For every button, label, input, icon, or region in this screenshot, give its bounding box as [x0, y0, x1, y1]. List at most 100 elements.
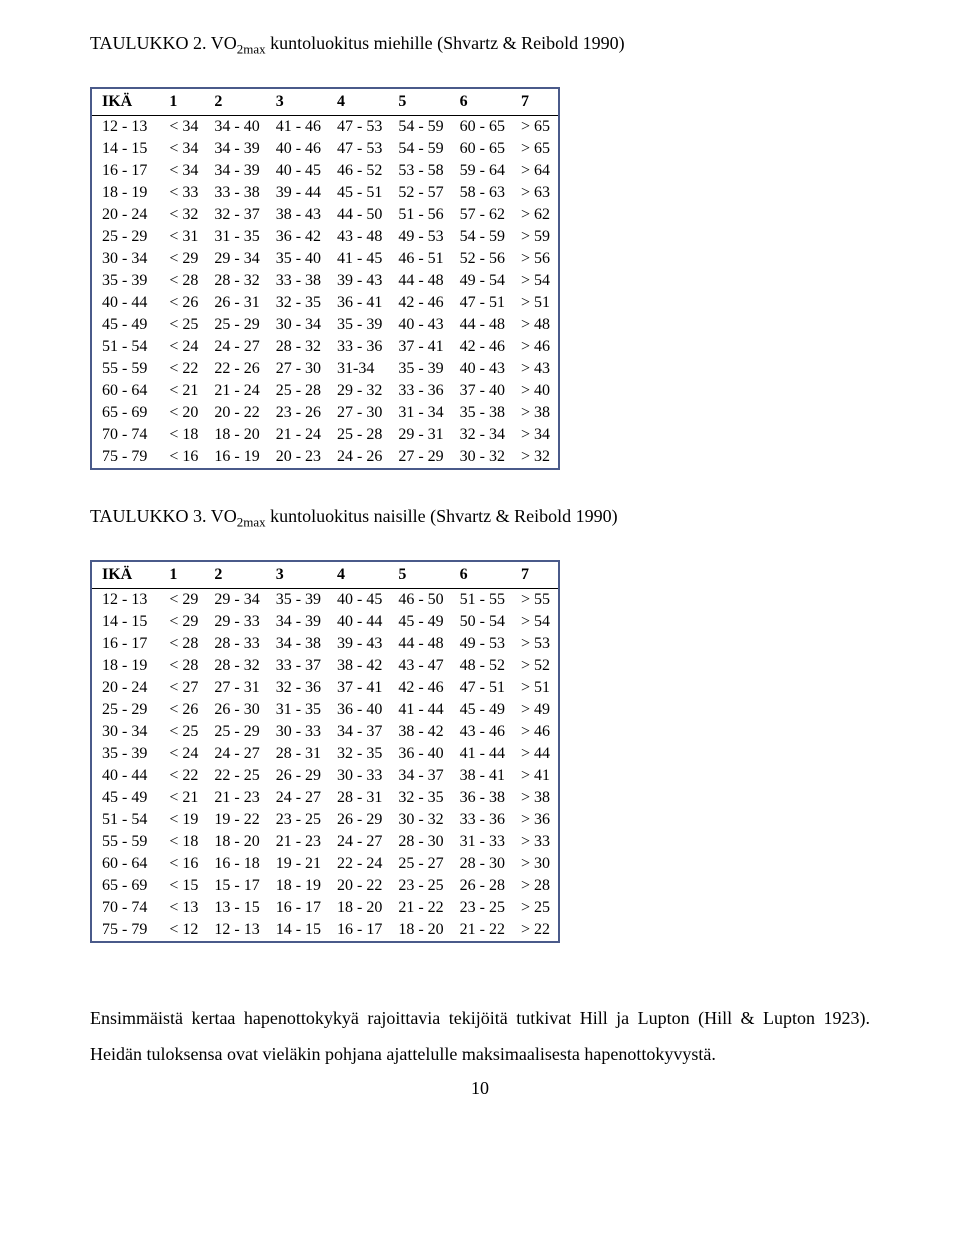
- table-cell: > 51: [513, 292, 558, 314]
- table-cell: > 46: [513, 336, 558, 358]
- table1-caption: TAULUKKO 2. VO2max kuntoluokitus miehill…: [90, 30, 870, 59]
- table-cell: 43 - 46: [452, 721, 513, 743]
- table-cell: < 15: [161, 875, 206, 897]
- table-row: 20 - 24< 3232 - 3738 - 4344 - 5051 - 565…: [92, 204, 558, 226]
- table-cell: 36 - 40: [329, 699, 390, 721]
- table-row: 65 - 69< 1515 - 1718 - 1920 - 2223 - 252…: [92, 875, 558, 897]
- table-cell: 32 - 35: [329, 743, 390, 765]
- table-cell: 20 - 22: [329, 875, 390, 897]
- table-cell: 28 - 32: [206, 655, 267, 677]
- table-cell: 53 - 58: [390, 160, 451, 182]
- caption1-rest: kuntoluokitus miehille (Shvartz & Reibol…: [266, 33, 625, 53]
- table-row: 35 - 39< 2828 - 3233 - 3839 - 4344 - 484…: [92, 270, 558, 292]
- table-cell: 38 - 42: [390, 721, 451, 743]
- table-cell: 54 - 59: [390, 138, 451, 160]
- table-cell: 35 - 40: [268, 248, 329, 270]
- table-cell: 13 - 15: [206, 897, 267, 919]
- table-cell: 46 - 50: [390, 589, 451, 612]
- table-cell: < 19: [161, 809, 206, 831]
- table-row: 45 - 49< 2121 - 2324 - 2728 - 3132 - 353…: [92, 787, 558, 809]
- table-cell: 34 - 39: [206, 160, 267, 182]
- table-cell: < 20: [161, 402, 206, 424]
- table-cell: 16 - 19: [206, 446, 267, 468]
- table-cell: 51 - 54: [92, 336, 161, 358]
- table-cell: 24 - 27: [268, 787, 329, 809]
- table-row: 51 - 54< 1919 - 2223 - 2526 - 2930 - 323…: [92, 809, 558, 831]
- table-cell: 27 - 30: [329, 402, 390, 424]
- table-cell: < 21: [161, 380, 206, 402]
- table-cell: 18 - 20: [329, 897, 390, 919]
- table-cell: 65 - 69: [92, 875, 161, 897]
- table-cell: 34 - 37: [390, 765, 451, 787]
- table-cell: 50 - 54: [452, 611, 513, 633]
- table-cell: < 13: [161, 897, 206, 919]
- table-cell: 20 - 23: [268, 446, 329, 468]
- table-cell: 28 - 33: [206, 633, 267, 655]
- table-cell: 42 - 46: [452, 336, 513, 358]
- table-row: 14 - 15< 2929 - 3334 - 3940 - 4445 - 495…: [92, 611, 558, 633]
- table-cell: 22 - 26: [206, 358, 267, 380]
- table-cell: 38 - 43: [268, 204, 329, 226]
- table-cell: 43 - 47: [390, 655, 451, 677]
- table-cell: 25 - 27: [390, 853, 451, 875]
- table-cell: 28 - 32: [268, 336, 329, 358]
- table-row: 14 - 15< 3434 - 3940 - 4647 - 5354 - 596…: [92, 138, 558, 160]
- table-cell: < 16: [161, 853, 206, 875]
- table-cell: < 12: [161, 919, 206, 941]
- table-cell: 37 - 41: [390, 336, 451, 358]
- table-row: 40 - 44< 2626 - 3132 - 3536 - 4142 - 464…: [92, 292, 558, 314]
- table-cell: < 26: [161, 292, 206, 314]
- table-cell: 45 - 49: [390, 611, 451, 633]
- table-cell: > 44: [513, 743, 558, 765]
- table-cell: 20 - 24: [92, 677, 161, 699]
- table-cell: 30 - 34: [268, 314, 329, 336]
- table1-wrap: IKÄ123456712 - 13< 3434 - 4041 - 4647 - …: [90, 87, 560, 470]
- table-cell: < 22: [161, 765, 206, 787]
- table-cell: 40 - 46: [268, 138, 329, 160]
- table-cell: 41 - 44: [390, 699, 451, 721]
- table-cell: 23 - 25: [268, 809, 329, 831]
- table-cell: 30 - 33: [268, 721, 329, 743]
- table-row: 18 - 19< 2828 - 3233 - 3738 - 4243 - 474…: [92, 655, 558, 677]
- table-header-cell: 2: [206, 89, 267, 116]
- caption1-sub: 2max: [237, 42, 266, 57]
- table-cell: 27 - 29: [390, 446, 451, 468]
- table-cell: 60 - 65: [452, 116, 513, 139]
- table-cell: 75 - 79: [92, 919, 161, 941]
- table-cell: 34 - 39: [268, 611, 329, 633]
- table-cell: 28 - 30: [452, 853, 513, 875]
- table-cell: 44 - 48: [452, 314, 513, 336]
- table-cell: 25 - 29: [92, 226, 161, 248]
- table-cell: 12 - 13: [206, 919, 267, 941]
- table1: IKÄ123456712 - 13< 3434 - 4041 - 4647 - …: [92, 89, 558, 468]
- page-number: 10: [90, 1078, 870, 1099]
- table-cell: > 65: [513, 138, 558, 160]
- table-header-cell: 1: [161, 89, 206, 116]
- table-header-cell: 3: [268, 562, 329, 589]
- table-row: 18 - 19< 3333 - 3839 - 4445 - 5152 - 575…: [92, 182, 558, 204]
- table-cell: 26 - 29: [268, 765, 329, 787]
- table-cell: 47 - 51: [452, 292, 513, 314]
- table-cell: 59 - 64: [452, 160, 513, 182]
- table-cell: 32 - 34: [452, 424, 513, 446]
- table-cell: 49 - 53: [390, 226, 451, 248]
- table-cell: 27 - 31: [206, 677, 267, 699]
- table-cell: 35 - 38: [452, 402, 513, 424]
- table-row: 70 - 74< 1818 - 2021 - 2425 - 2829 - 313…: [92, 424, 558, 446]
- table-cell: 40 - 44: [92, 765, 161, 787]
- table-cell: 16 - 17: [329, 919, 390, 941]
- table-cell: 54 - 59: [390, 116, 451, 139]
- table-header-cell: 6: [452, 89, 513, 116]
- table-cell: 30 - 34: [92, 721, 161, 743]
- table-cell: 46 - 52: [329, 160, 390, 182]
- table-cell: 39 - 43: [329, 633, 390, 655]
- table-row: 75 - 79< 1212 - 1314 - 1516 - 1718 - 202…: [92, 919, 558, 941]
- table-cell: 60 - 64: [92, 380, 161, 402]
- table-cell: > 38: [513, 787, 558, 809]
- table-cell: 29 - 34: [206, 589, 267, 612]
- table-cell: 37 - 41: [329, 677, 390, 699]
- table-cell: < 28: [161, 655, 206, 677]
- table-cell: 23 - 26: [268, 402, 329, 424]
- table-cell: < 34: [161, 160, 206, 182]
- table-cell: 32 - 35: [390, 787, 451, 809]
